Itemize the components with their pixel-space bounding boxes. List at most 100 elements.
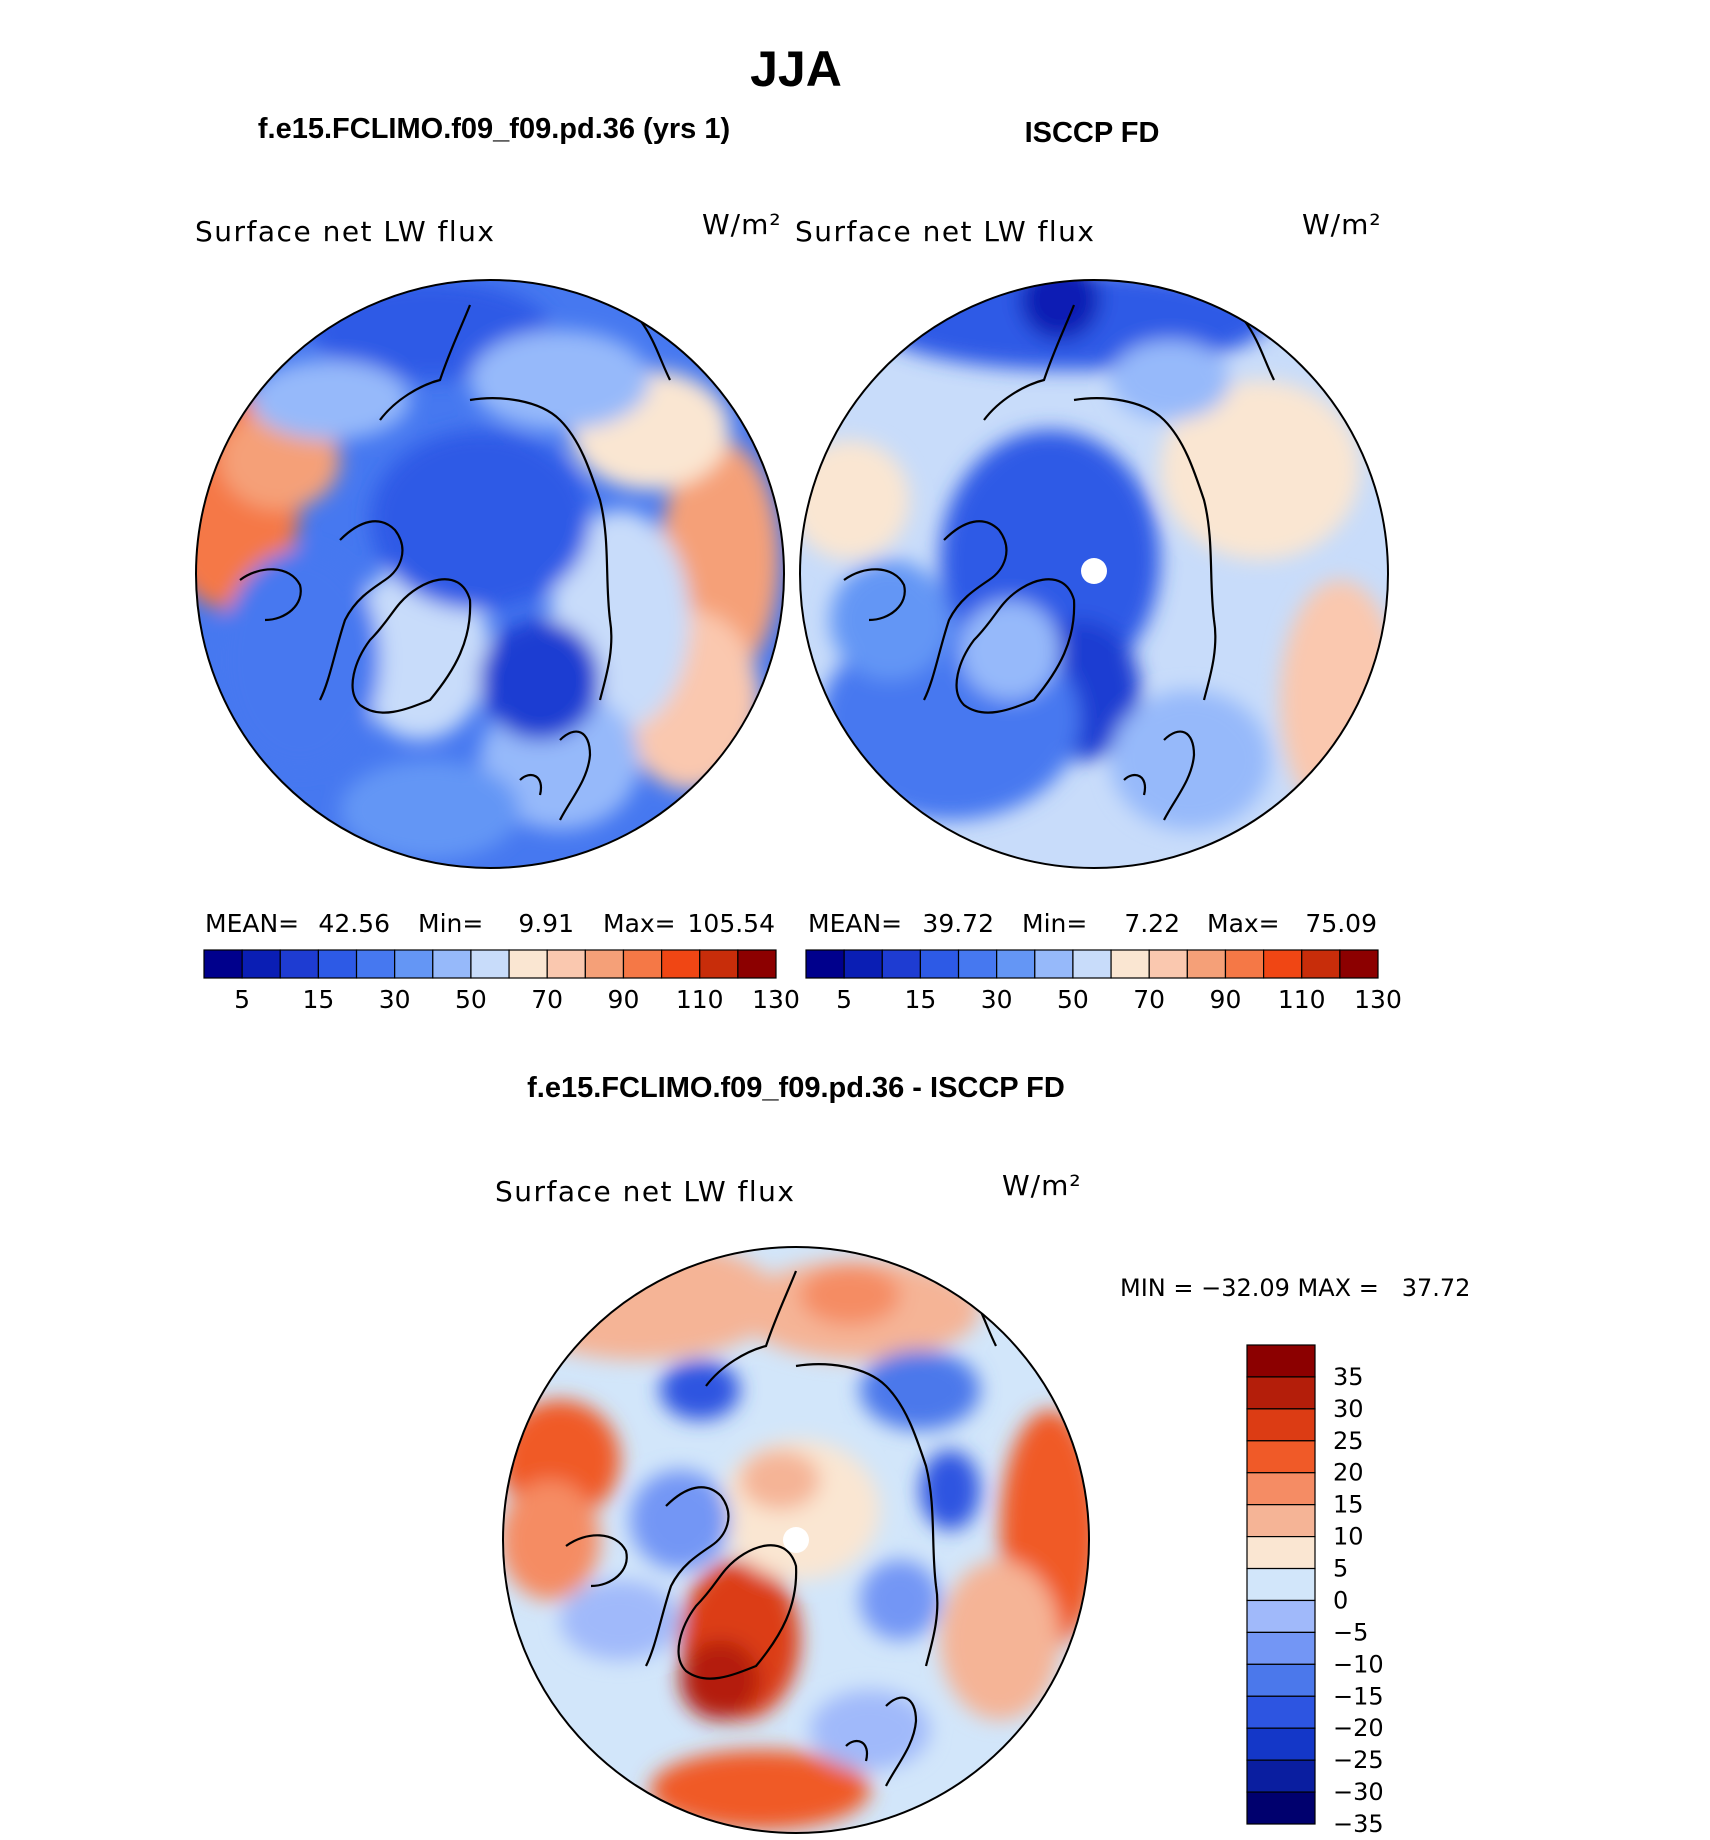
colorbar-tick-label: 15 (904, 985, 936, 1014)
field-blob (810, 1690, 930, 1770)
colorbar-swatch (1262, 949, 1303, 979)
panel-model-colorbar: 5 15 30 50 70 90 110 130 (203, 949, 800, 1014)
panel-model-map-border (195, 279, 785, 869)
colorbar-tick-label: −35 (1333, 1810, 1384, 1838)
panel-diff-coastlines (565, 1270, 997, 1787)
panel-model-case-title: f.e15.FCLIMO.f09_f09.pd.36 (yrs 1) (258, 113, 730, 145)
colorbar-swatch (1246, 1791, 1316, 1825)
colorbar-swatch (622, 949, 663, 979)
field-blob (800, 1265, 900, 1325)
field-blob (1280, 580, 1388, 820)
panel-obs-min-value: 7.22 (1124, 909, 1180, 938)
colorbar-tick-label: 110 (1278, 985, 1326, 1014)
panel-model-units: W/m² (702, 208, 782, 241)
panel-obs-units: W/m² (1302, 208, 1382, 241)
coastline-alaska (705, 1270, 798, 1387)
colorbar-swatch (805, 949, 845, 979)
colorbar-tick-label: 90 (608, 985, 640, 1014)
colorbar-swatch (1246, 1535, 1316, 1570)
panel-model-coastlines (239, 304, 671, 821)
panel-model-max-value: 105.54 (688, 909, 775, 938)
colorbar-tick-label: −25 (1333, 1746, 1384, 1774)
panel-diff-case-title: f.e15.FCLIMO.f09_f09.pd.36 - ISCCP FD (527, 1072, 1065, 1104)
colorbar-swatch (470, 949, 510, 979)
colorbar-swatch (699, 949, 739, 979)
colorbar-swatch (1246, 1440, 1316, 1474)
field-blob (560, 1580, 680, 1660)
coastline-canada (923, 520, 1008, 701)
colorbar-swatch (1301, 949, 1341, 979)
field-blob (250, 360, 410, 440)
coastline-scandinavia (519, 730, 592, 821)
coastline-scandinavia (845, 1696, 918, 1787)
panel-diff-variable: Surface net LW flux (495, 1175, 796, 1208)
panel-model-field (196, 280, 780, 860)
field-blob (860, 1350, 980, 1430)
colorbar-tick-label: 5 (234, 985, 250, 1014)
colorbar-swatch (843, 949, 883, 979)
colorbar-swatch (1246, 1727, 1316, 1761)
colorbar-swatch (279, 949, 319, 979)
panel-model-mean-label: MEAN= (205, 909, 299, 938)
panel-obs-variable: Surface net LW flux (795, 215, 1096, 248)
colorbar-tick-label: 25 (1333, 1427, 1364, 1455)
field-blob (503, 1247, 780, 1360)
coastline-kamchatka (1243, 319, 1275, 381)
colorbar-swatch (1246, 1567, 1316, 1602)
colorbar-swatch (1246, 1344, 1316, 1378)
panel-model-mean-value: 42.56 (318, 909, 390, 938)
coastline-alaska (379, 304, 472, 421)
panel-obs-pole-missing (1081, 558, 1107, 584)
field-blob (920, 1450, 980, 1530)
panel-obs-colorbar: 5 15 30 50 70 90 110 130 (805, 949, 1402, 1014)
colorbar-swatch (1072, 949, 1112, 979)
coastline-hudson (843, 568, 906, 622)
colorbar-tick-label: 130 (752, 985, 800, 1014)
colorbar-tick-label: −15 (1333, 1682, 1384, 1710)
coastline-siberia (795, 1363, 939, 1667)
colorbar-tick-label: 0 (1333, 1586, 1348, 1614)
colorbar-tick-label: 5 (1333, 1555, 1348, 1583)
colorbar-swatch (919, 949, 960, 979)
colorbar-tick-label: 110 (676, 985, 724, 1014)
colorbar-tick-label: −10 (1333, 1650, 1384, 1678)
colorbar-swatch (660, 949, 701, 979)
panel-model-max-label: Max= (603, 909, 676, 938)
coastline-canada (645, 1486, 730, 1667)
colorbar-swatch (1246, 1695, 1316, 1729)
colorbar-tick-label: 15 (302, 985, 334, 1014)
colorbar-swatch (317, 949, 358, 979)
colorbar-tick-label: 90 (1210, 985, 1242, 1014)
coastline-hudson (565, 1534, 628, 1588)
colorbar-tick-label: 30 (981, 985, 1013, 1014)
colorbar-tick-label: 50 (455, 985, 487, 1014)
field-blob (1110, 690, 1270, 830)
coastline-greenland (351, 578, 472, 714)
colorbar-swatch (241, 949, 281, 979)
field-blob (800, 440, 910, 560)
field-blob (370, 430, 590, 610)
field-blob (830, 560, 950, 680)
colorbar-swatch (737, 949, 777, 979)
panel-diff-stats: MIN = −32.09 MAX = 37.72 (1120, 1274, 1470, 1302)
colorbar-swatch (1246, 1472, 1316, 1506)
panel-obs-max-value: 75.09 (1305, 909, 1377, 938)
colorbar-tick-label: 70 (531, 985, 563, 1014)
colorbar-tick-label: 30 (1333, 1395, 1364, 1423)
colorbar-swatch (1148, 949, 1188, 979)
colorbar-swatch (996, 949, 1036, 979)
colorbar-swatch (1246, 1376, 1316, 1410)
colorbar-swatch (394, 949, 434, 979)
panel-model-min-value: 9.91 (518, 909, 574, 938)
field-blob (480, 620, 600, 740)
field-blob (660, 1360, 740, 1420)
panel-obs-stats: MEAN= 39.72 Min= 7.22 Max= 75.09 (808, 909, 1377, 938)
coastline-greenland (677, 1544, 798, 1680)
panel-diff-map (502, 1246, 1090, 1834)
colorbar-swatch (1246, 1408, 1316, 1442)
colorbar-tick-label: 50 (1057, 985, 1089, 1014)
panel-model: f.e15.FCLIMO.f09_f09.pd.36 (yrs 1) Surfa… (195, 113, 800, 1014)
coastline-scandinavia (1123, 730, 1196, 821)
colorbar-tick-label: 130 (1354, 985, 1402, 1014)
